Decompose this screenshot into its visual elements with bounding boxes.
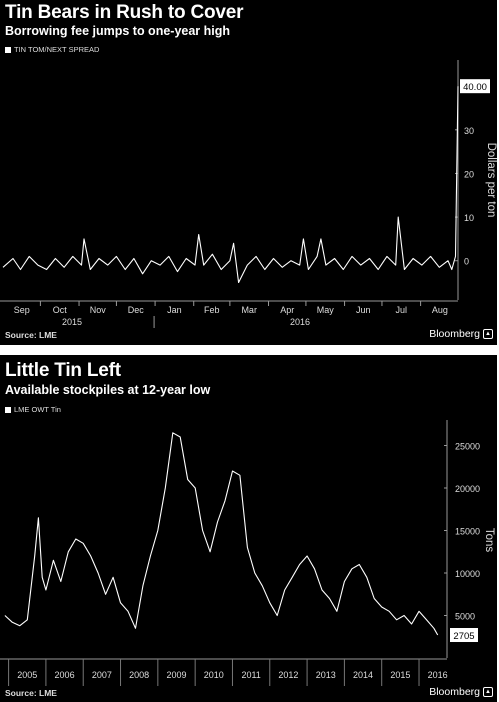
legend-swatch bbox=[5, 406, 11, 413]
y-tick-label: 30 bbox=[464, 126, 474, 136]
x-tick-label: Aug bbox=[432, 305, 448, 315]
y-tick-label: 10000 bbox=[455, 569, 480, 579]
last-value-label: 2705 bbox=[453, 631, 474, 642]
last-value-box bbox=[460, 79, 490, 94]
source-label: Source: LME bbox=[5, 330, 57, 340]
x-tick-label: 2010 bbox=[204, 670, 224, 680]
x-tick-label: 2013 bbox=[316, 670, 336, 680]
series-line bbox=[2, 86, 459, 284]
x-tick-label: Nov bbox=[90, 305, 107, 315]
chart-panel-tin-spread: Tin Bears in Rush to Cover Borrowing fee… bbox=[0, 0, 497, 345]
year-label: 2015 bbox=[62, 317, 82, 327]
x-tick-label: May bbox=[317, 305, 335, 315]
y-tick-label: 20 bbox=[464, 169, 474, 179]
legend-label: TIN TOM/NEXT SPREAD bbox=[14, 45, 100, 54]
tin-spread-chart: 0 10 20 30 Dollars per ton Sep Oct Nov Dec Jan Feb… bbox=[0, 60, 497, 328]
y-axis-title: Tons bbox=[483, 528, 495, 553]
y-tick-label: 25000 bbox=[455, 442, 480, 452]
x-tick-label: Apr bbox=[280, 305, 294, 315]
brand-name: Bloomberg bbox=[429, 328, 480, 340]
x-tick-label: Jul bbox=[396, 305, 408, 315]
x-tick-label: 2009 bbox=[166, 670, 186, 680]
legend-swatch bbox=[5, 46, 11, 53]
x-tick-label: 2005 bbox=[17, 670, 37, 680]
brand-name: Bloomberg bbox=[429, 686, 480, 698]
x-tick-label: 2016 bbox=[428, 670, 448, 680]
chart-legend: TIN TOM/NEXT SPREAD bbox=[5, 45, 99, 54]
last-value-box bbox=[450, 628, 478, 643]
x-tick-label: 2015 bbox=[390, 670, 410, 680]
last-value-label: 40.00 bbox=[463, 82, 487, 93]
chart-panel-tin-stock: Little Tin Left Available stockpiles at … bbox=[0, 355, 497, 702]
x-tick-label: 2007 bbox=[92, 670, 112, 680]
x-tick-label: Oct bbox=[53, 305, 68, 315]
y-tick-label: 5000 bbox=[455, 612, 475, 622]
y-tick-label: 15000 bbox=[455, 527, 480, 537]
series-line bbox=[4, 432, 439, 636]
bloomberg-icon: ▲ bbox=[483, 329, 493, 339]
y-tick-label: 0 bbox=[464, 257, 469, 267]
x-tick-label: Sep bbox=[14, 305, 30, 315]
y-tick-label: 10 bbox=[464, 213, 474, 223]
x-tick-label: 2006 bbox=[55, 670, 75, 680]
chart-subtitle: Borrowing fee jumps to one-year high bbox=[5, 24, 231, 38]
chart-legend: LME OWT Tin bbox=[5, 405, 61, 414]
x-tick-label: Feb bbox=[204, 305, 220, 315]
x-tick-label: 2014 bbox=[353, 670, 373, 680]
x-tick-label: Mar bbox=[241, 305, 257, 315]
bloomberg-icon: ▲ bbox=[483, 687, 493, 697]
source-label: Source: LME bbox=[5, 688, 57, 698]
legend-label: LME OWT Tin bbox=[14, 405, 61, 414]
x-tick-label: Dec bbox=[128, 305, 145, 315]
y-axis-title: Dollars per ton bbox=[485, 143, 497, 218]
x-tick-label: Jan bbox=[167, 305, 182, 315]
chart-title: Tin Bears in Rush to Cover bbox=[5, 2, 244, 23]
tin-stock-chart: 5000 10000 15000 20000 25000 Tons 2005 2006 2007… bbox=[0, 420, 495, 686]
year-label: 2016 bbox=[290, 317, 310, 327]
y-tick-label: 20000 bbox=[455, 484, 480, 494]
chart-title: Little Tin Left bbox=[5, 360, 121, 381]
brand-logo: Bloomberg ▲ bbox=[429, 328, 493, 340]
x-tick-label: 2008 bbox=[129, 670, 149, 680]
x-tick-label: 2011 bbox=[241, 670, 260, 680]
chart-subtitle: Available stockpiles at 12-year low bbox=[5, 383, 211, 397]
x-tick-label: 2012 bbox=[278, 670, 298, 680]
x-tick-label: Jun bbox=[356, 305, 371, 315]
brand-logo: Bloomberg ▲ bbox=[429, 686, 493, 698]
